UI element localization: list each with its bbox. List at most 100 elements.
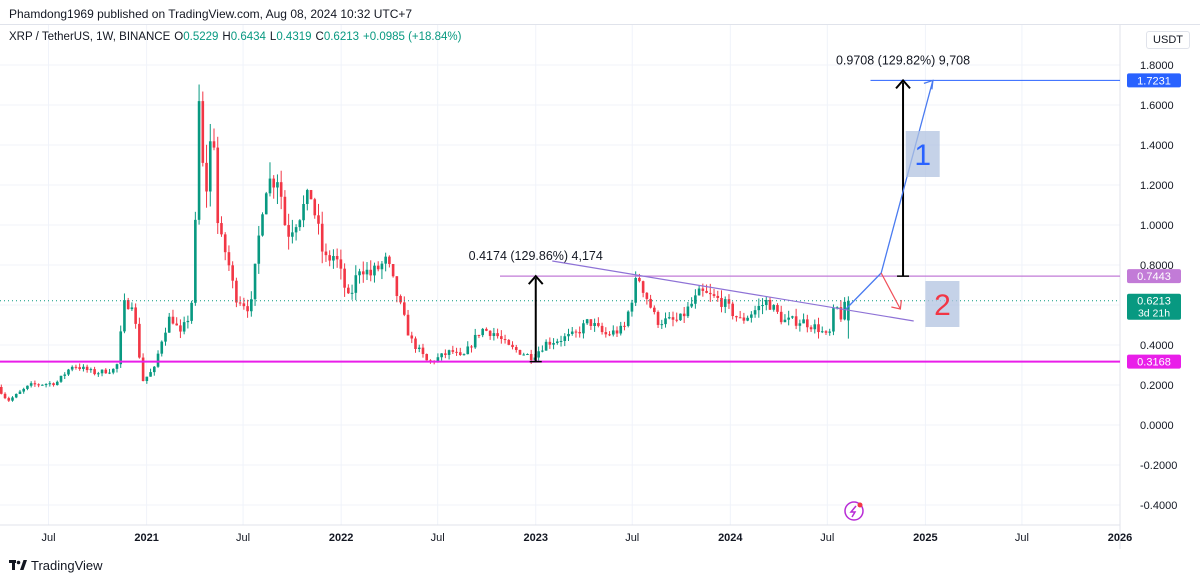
price-chart[interactable]: 1.80001.60001.40001.20001.00000.80000.60… bbox=[0, 25, 1200, 549]
candle-body bbox=[750, 314, 753, 318]
candle-body bbox=[802, 319, 805, 324]
candle-body bbox=[242, 303, 246, 307]
price-label-box bbox=[1127, 269, 1181, 284]
x-tick-label: 2024 bbox=[718, 532, 743, 544]
candle-body bbox=[391, 264, 395, 277]
candle-body bbox=[742, 317, 746, 321]
candle-body bbox=[18, 391, 22, 394]
candle-body bbox=[839, 307, 843, 320]
y-tick-label: 1.4000 bbox=[1140, 140, 1174, 152]
y-tick-label: 1.6000 bbox=[1140, 100, 1174, 112]
y-tick-label: 0.2000 bbox=[1140, 380, 1174, 392]
candle-body bbox=[570, 331, 574, 334]
candle-body bbox=[764, 299, 768, 306]
price-label-box bbox=[1127, 73, 1181, 88]
candle-body bbox=[500, 336, 503, 340]
currency-button[interactable]: USDT bbox=[1146, 31, 1190, 49]
candle-body bbox=[481, 328, 484, 336]
candle-body bbox=[686, 306, 690, 317]
candle-body bbox=[451, 350, 455, 352]
candle-body bbox=[358, 271, 361, 276]
candle-body bbox=[727, 299, 731, 304]
x-tick-label: Jul bbox=[41, 532, 55, 544]
candle-body bbox=[537, 351, 540, 358]
candle-body bbox=[660, 324, 664, 326]
symbol-name[interactable]: XRP / TetherUS, 1W, BINANCE bbox=[9, 31, 171, 43]
candle-body bbox=[339, 259, 343, 269]
candle-body bbox=[641, 281, 645, 293]
candle-body bbox=[164, 332, 167, 342]
projection-arrowhead-1 bbox=[923, 79, 934, 90]
candle-body bbox=[492, 333, 496, 336]
projection-path-2[interactable] bbox=[880, 272, 901, 310]
price-label-text: 1.7231 bbox=[1137, 75, 1171, 87]
candle-body bbox=[716, 295, 720, 298]
candle-body bbox=[552, 343, 555, 345]
scenario-2-box[interactable] bbox=[925, 281, 960, 327]
candle-body bbox=[477, 334, 481, 336]
candle-body bbox=[608, 334, 611, 336]
candle-body bbox=[227, 252, 231, 266]
candle-body bbox=[261, 214, 264, 236]
candle-body bbox=[388, 256, 391, 265]
candle-body bbox=[403, 302, 406, 315]
candle-body bbox=[11, 397, 14, 401]
candle-body bbox=[440, 353, 443, 358]
candle-body bbox=[597, 323, 600, 326]
candle-body bbox=[194, 219, 197, 303]
candle-body bbox=[824, 331, 828, 333]
candle-body bbox=[74, 366, 78, 368]
candle-body bbox=[809, 327, 813, 330]
candle-body bbox=[746, 317, 749, 321]
scenario-1-label: 1 bbox=[914, 139, 931, 172]
close-label: C bbox=[315, 31, 324, 43]
candle-body bbox=[522, 354, 526, 356]
candle-body bbox=[425, 354, 429, 361]
projection-path-1[interactable] bbox=[845, 80, 934, 310]
candle-body bbox=[582, 323, 585, 334]
candle-body bbox=[399, 296, 402, 303]
candle-body bbox=[182, 322, 186, 332]
x-tick-label: 2021 bbox=[134, 532, 158, 544]
candle-body bbox=[671, 317, 675, 320]
price-label-box bbox=[1127, 293, 1181, 320]
scenario-1-box[interactable] bbox=[905, 131, 940, 177]
descending-trendline[interactable] bbox=[552, 260, 914, 322]
close-value: 0.6213 bbox=[323, 31, 360, 43]
candle-body bbox=[201, 101, 205, 163]
y-tick-label: 0.8000 bbox=[1140, 260, 1174, 272]
x-tick-label: 2026 bbox=[1108, 532, 1132, 544]
candle-body bbox=[488, 330, 492, 336]
measure-right-label: 0.9708 (129.82%) 9,708 bbox=[836, 53, 970, 67]
candle-body bbox=[776, 305, 779, 312]
candle-body bbox=[272, 178, 276, 188]
candle-body bbox=[29, 383, 33, 386]
candle-body bbox=[630, 302, 634, 312]
candle-body bbox=[335, 255, 339, 260]
event-lightning-icon[interactable] bbox=[844, 501, 864, 521]
candle-body bbox=[89, 369, 93, 371]
candle-body bbox=[126, 300, 130, 310]
x-tick-label: Jul bbox=[1015, 532, 1029, 544]
candle-body bbox=[526, 354, 529, 356]
candle-body bbox=[22, 388, 26, 392]
candle-body bbox=[436, 357, 440, 362]
candle-body bbox=[455, 351, 458, 353]
candle-body bbox=[578, 331, 582, 334]
candle-body bbox=[190, 302, 193, 321]
candle-body bbox=[395, 276, 399, 297]
candle-body bbox=[514, 347, 518, 350]
event-dot bbox=[857, 502, 863, 508]
candle-body bbox=[611, 330, 615, 335]
high-label: H bbox=[222, 31, 231, 43]
candle-body bbox=[735, 316, 738, 318]
candle-body bbox=[302, 203, 305, 221]
candle-body bbox=[410, 335, 414, 339]
candle-body bbox=[529, 354, 533, 360]
candle-body bbox=[634, 277, 637, 303]
chart-panel[interactable]: 1.80001.60001.40001.20001.00000.80000.60… bbox=[0, 24, 1200, 549]
x-tick-label: 2023 bbox=[524, 532, 548, 544]
candle-body bbox=[503, 339, 507, 341]
candle-body bbox=[653, 307, 656, 313]
candle-body bbox=[779, 311, 783, 323]
